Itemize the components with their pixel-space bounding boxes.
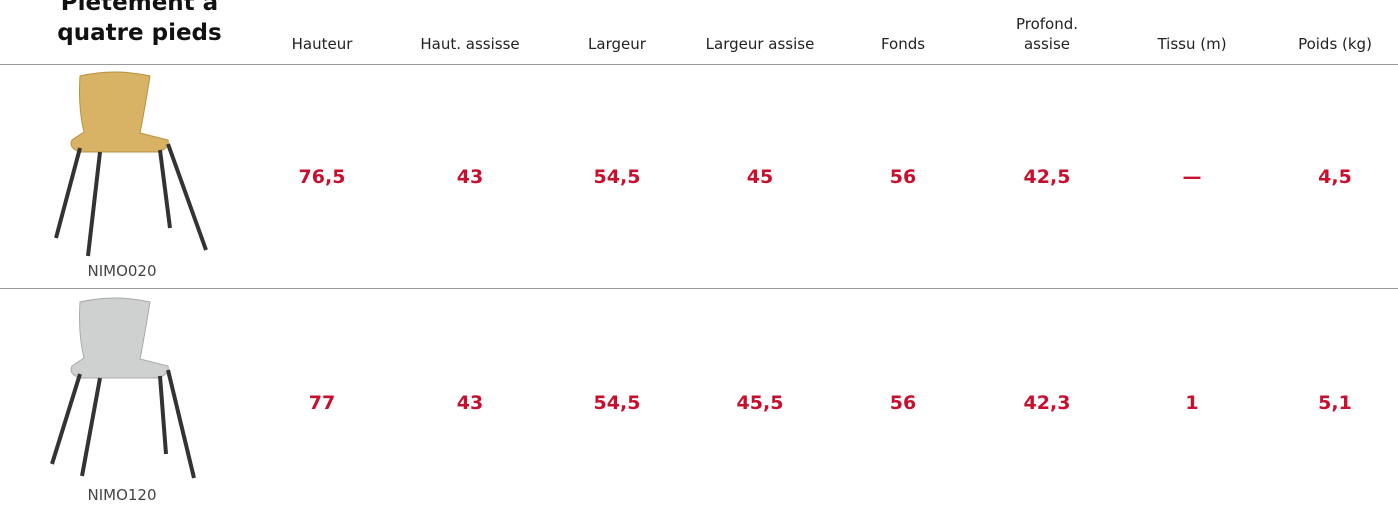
cell-value: 1 xyxy=(1122,392,1262,414)
column-header: Haut. assisse xyxy=(400,0,540,54)
product-code: NIMO120 xyxy=(32,486,212,504)
cell-value: 42,5 xyxy=(977,166,1117,188)
cell-value: 77 xyxy=(252,392,392,414)
cell-value: 76,5 xyxy=(252,166,392,188)
column-header: Largeur assise xyxy=(690,0,830,54)
chair-image xyxy=(40,68,220,263)
cell-value: 43 xyxy=(400,392,540,414)
cell-value: 45,5 xyxy=(690,392,830,414)
table-title: Piètement à quatre pieds xyxy=(52,0,227,48)
cell-value: 4,5 xyxy=(1265,166,1398,188)
column-header: Tissu (m) xyxy=(1122,0,1262,54)
column-header: Profond. assise xyxy=(1012,0,1082,54)
divider xyxy=(0,288,1398,289)
divider xyxy=(0,64,1398,65)
cell-value: 54,5 xyxy=(547,392,687,414)
cell-value: 56 xyxy=(833,392,973,414)
cell-value: 5,1 xyxy=(1265,392,1398,414)
column-header: Hauteur xyxy=(252,0,392,54)
column-header: Fonds xyxy=(833,0,973,54)
cell-value: 43 xyxy=(400,166,540,188)
cell-value: 56 xyxy=(833,166,973,188)
chair-image xyxy=(40,294,220,489)
cell-value: 42,3 xyxy=(977,392,1117,414)
column-header: Largeur xyxy=(547,0,687,54)
spec-table: Piètement à quatre pieds HauteurHaut. as… xyxy=(0,0,1398,508)
cell-value: 45 xyxy=(690,166,830,188)
column-header: Poids (kg) xyxy=(1265,0,1398,54)
cell-value: 54,5 xyxy=(547,166,687,188)
product-code: NIMO020 xyxy=(32,262,212,280)
cell-value: — xyxy=(1122,166,1262,188)
